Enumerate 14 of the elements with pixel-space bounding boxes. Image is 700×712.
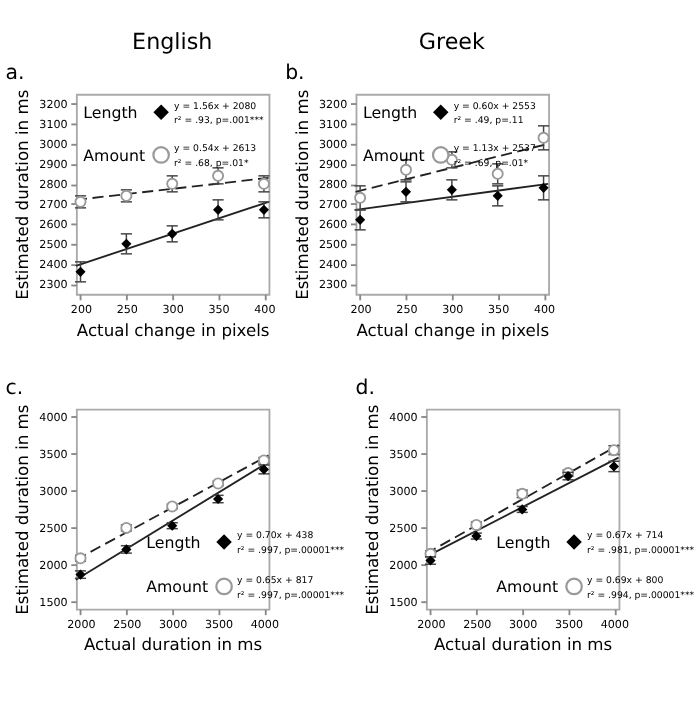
y-axis-title: Estimated duration in ms bbox=[291, 89, 312, 300]
x-axis-title: Actual duration in ms bbox=[84, 634, 263, 655]
x-axis-title: Actual change in pixels bbox=[356, 319, 550, 340]
y-axis-title: Estimated duration in ms bbox=[362, 404, 383, 615]
x-axis-title: Actual change in pixels bbox=[76, 319, 270, 340]
chart-title: English bbox=[132, 29, 213, 56]
y-axis-title: Estimated duration in ms bbox=[12, 89, 33, 300]
text: c. bbox=[5, 377, 24, 400]
x-axis-title: Actual duration in ms bbox=[434, 634, 613, 655]
chart-title: Greek bbox=[418, 29, 487, 56]
y-axis-title: Estimated duration in ms bbox=[12, 404, 33, 615]
text: a. bbox=[5, 63, 25, 86]
text: d. bbox=[355, 377, 375, 400]
text: b. bbox=[285, 63, 305, 86]
